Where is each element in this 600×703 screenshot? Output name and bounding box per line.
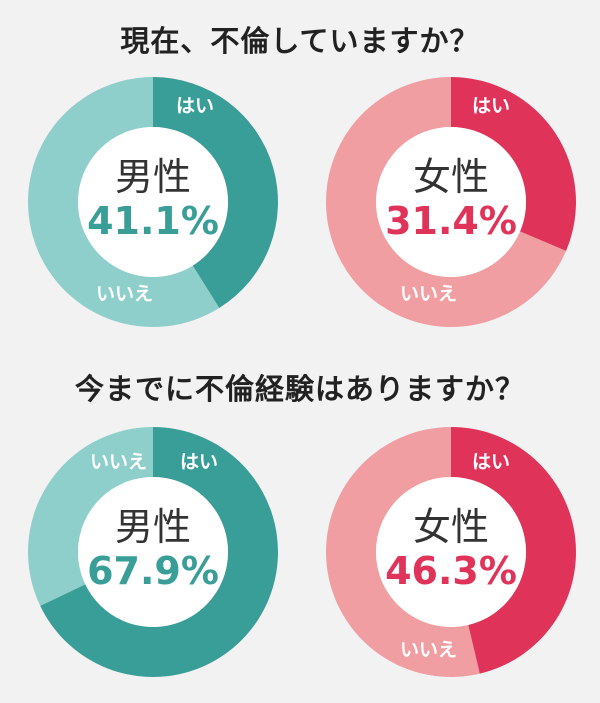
donut-svg — [28, 77, 279, 327]
donut-segment-yes — [451, 77, 576, 251]
donut-segment-yes — [451, 427, 577, 674]
center-value-percent: 67.9% — [87, 549, 219, 593]
donut-segment-no — [326, 77, 567, 327]
center-label-gender: 男性 — [114, 505, 191, 549]
donut-svg — [326, 427, 577, 677]
section-title-current: 現在、不倫していますか？ — [120, 24, 480, 58]
segment-label-no: いいえ — [90, 451, 148, 473]
donut-chart-female-ever: 女性 46.3% はい いいえ — [326, 427, 577, 677]
center-value-percent: 41.1% — [87, 199, 219, 243]
center-label-gender: 男性 — [114, 155, 191, 199]
segment-label-yes: はい — [472, 451, 511, 473]
donut-segment-no — [326, 427, 480, 677]
center-label-gender: 女性 — [412, 155, 489, 199]
donut-chart-male-current: 男性 41.1% はい いいえ — [28, 77, 279, 327]
center-value-percent: 31.4% — [385, 199, 517, 243]
donut-svg — [326, 77, 576, 327]
donut-hole — [78, 127, 228, 277]
donut-hole — [376, 127, 526, 277]
donut-segment-yes — [153, 77, 279, 308]
segment-label-yes: はい — [472, 95, 511, 117]
donut-svg — [28, 427, 279, 677]
donut-segment-no — [28, 77, 220, 327]
segment-label-yes: はい — [176, 95, 215, 117]
donut-chart-female-current: 女性 31.4% はい いいえ — [326, 77, 576, 327]
segment-label-no: いいえ — [400, 283, 458, 305]
donut-hole — [78, 477, 228, 627]
segment-label-no: いいえ — [400, 639, 458, 661]
center-label-gender: 女性 — [412, 505, 489, 549]
donut-chart-male-ever: 男性 67.9% はい いいえ — [28, 427, 279, 677]
segment-label-yes: はい — [180, 451, 219, 473]
segment-label-no: いいえ — [96, 283, 154, 305]
center-value-percent: 46.3% — [385, 549, 517, 593]
donut-hole — [376, 477, 526, 627]
donut-segment-no — [28, 427, 153, 606]
donut-segment-yes — [40, 427, 279, 677]
section-title-ever: 今までに不倫経験はありますか？ — [74, 372, 525, 406]
